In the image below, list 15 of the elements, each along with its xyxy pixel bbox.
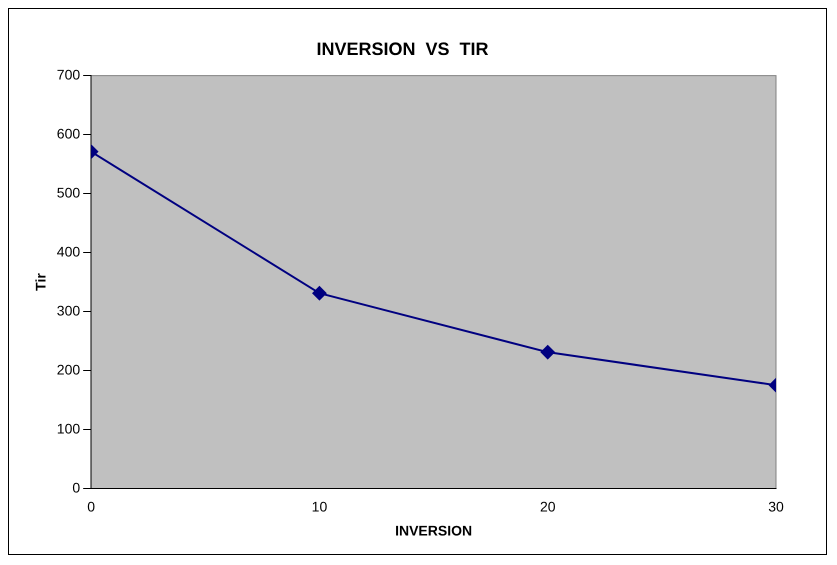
- y-tick-label: 700: [56, 66, 80, 82]
- chart-title: INVERSION VS TIR: [316, 38, 489, 59]
- y-axis-title: Tir: [32, 272, 48, 291]
- y-tick-label: 200: [56, 361, 80, 378]
- x-tick-label: 0: [87, 498, 96, 515]
- y-tick-label: 100: [56, 420, 80, 436]
- x-tick-label: 30: [768, 498, 784, 515]
- y-tick-label: 600: [56, 125, 80, 142]
- y-tick-label: 500: [56, 184, 80, 200]
- y-tick-label: 0: [72, 479, 80, 496]
- x-tick-label: 10: [312, 498, 328, 515]
- x-tick-label: 20: [540, 498, 556, 515]
- x-axis-title: INVERSION: [395, 522, 472, 538]
- y-tick-label: 400: [56, 243, 80, 260]
- y-tick-label: 300: [56, 302, 80, 318]
